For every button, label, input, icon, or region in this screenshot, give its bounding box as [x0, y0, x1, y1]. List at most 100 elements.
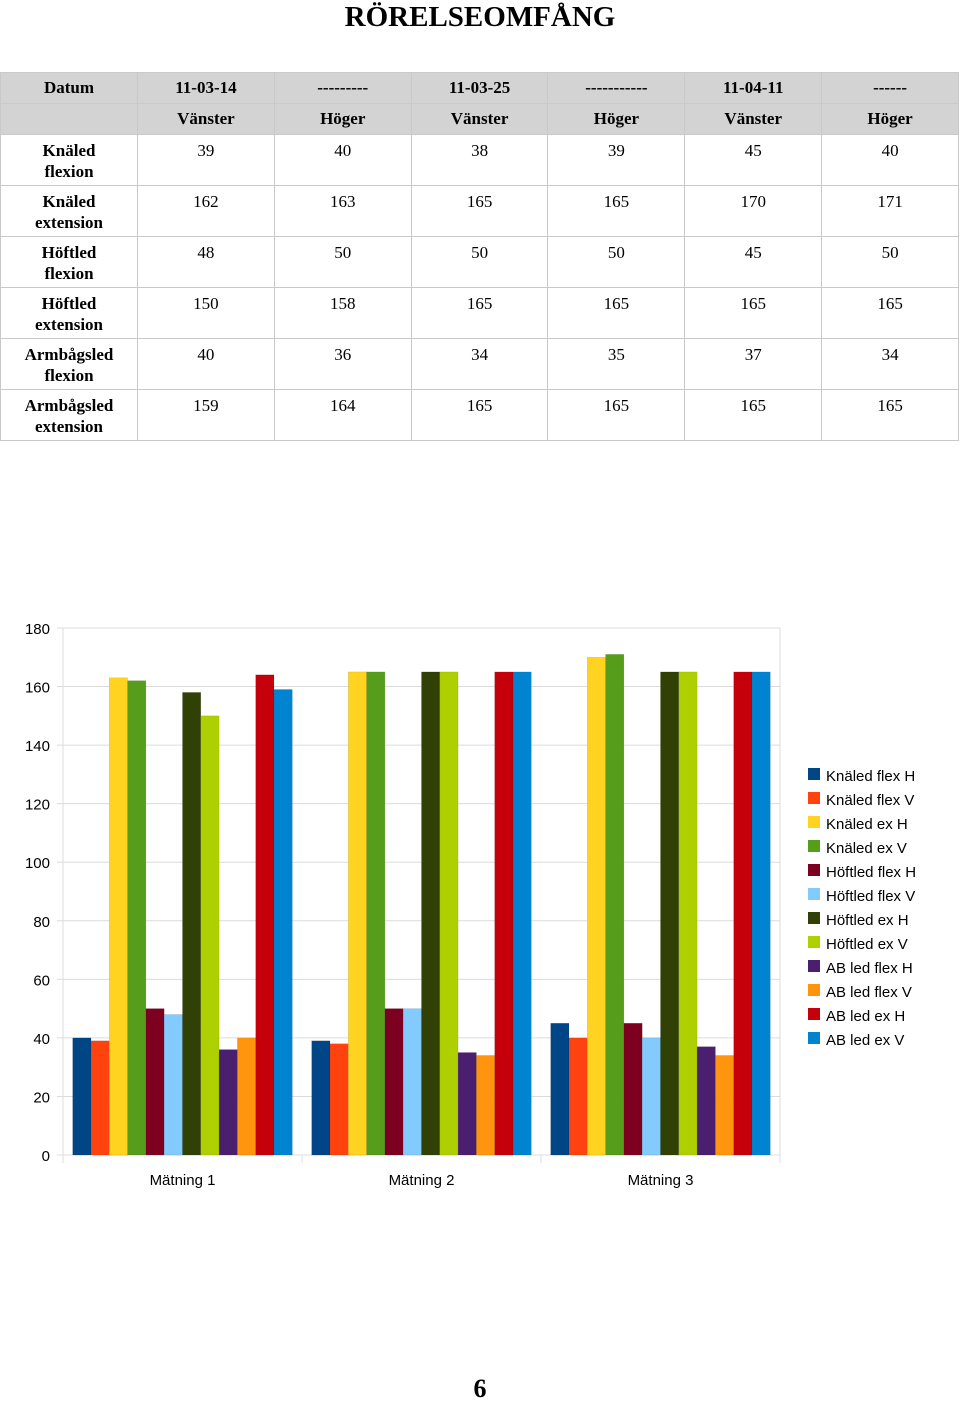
bar	[145, 1008, 165, 1156]
bar	[512, 671, 532, 1156]
legend-swatch	[808, 864, 820, 876]
table-cell: 163	[273, 185, 412, 237]
y-tick-label: 140	[25, 738, 50, 755]
bar	[127, 680, 147, 1156]
table-header-cell: 11-04-11	[684, 72, 823, 104]
table-cell: 35	[547, 338, 686, 390]
bar	[715, 1055, 734, 1156]
table-cell: 165	[821, 287, 959, 339]
legend-label: Knäled flex V	[826, 792, 914, 809]
bar	[348, 671, 367, 1156]
table-cell: 48	[137, 236, 275, 288]
table-row: Knäled flexion 39 40 38 39 45 40	[0, 134, 959, 186]
y-tick-label: 100	[25, 855, 50, 872]
bar	[163, 1014, 183, 1156]
y-tick-label: 80	[33, 914, 50, 931]
bar	[641, 1037, 661, 1156]
row-label-line: flexion	[44, 264, 94, 283]
row-label: Höftled flexion	[0, 236, 138, 288]
bar	[200, 715, 220, 1156]
table-header-cell: Vänster	[684, 103, 823, 135]
table-header-cell: ------	[821, 72, 959, 104]
row-label-line: Knäled	[42, 141, 96, 160]
table-cell: 34	[821, 338, 959, 390]
legend-swatch	[808, 960, 820, 972]
table-cell: 162	[137, 185, 275, 237]
legend-swatch	[808, 912, 820, 924]
table-cell: 150	[137, 287, 275, 339]
page-title: RÖRELSEOMFÅNG	[344, 1, 616, 33]
x-tick-label: Mätning 2	[389, 1172, 455, 1189]
table-cell: 165	[547, 389, 686, 441]
bar	[476, 1055, 495, 1156]
table-cell: 37	[684, 338, 823, 390]
legend-label: AB led ex V	[826, 1032, 904, 1049]
row-label: Höftled extension	[0, 287, 138, 339]
x-tick-label: Mätning 3	[628, 1172, 694, 1189]
y-tick-label: 60	[33, 972, 50, 989]
table-cell: 39	[547, 134, 686, 186]
bar	[494, 671, 514, 1156]
bar	[660, 671, 680, 1156]
table-cell: 158	[273, 287, 412, 339]
row-label-line: flexion	[44, 162, 94, 181]
table-cell: 50	[821, 236, 959, 288]
y-tick-label: 120	[25, 797, 50, 814]
row-label-line: flexion	[44, 366, 94, 385]
row-label-line: extension	[35, 213, 103, 232]
bar	[550, 1023, 570, 1156]
table-header-cell: Höger	[547, 103, 686, 135]
table-row: Knäled extension 162 163 165 165 170 171	[0, 185, 959, 237]
bar	[311, 1040, 331, 1156]
y-tick-label: 160	[25, 680, 50, 697]
table-cell: 165	[821, 389, 959, 441]
bar	[623, 1023, 643, 1156]
bar	[605, 654, 625, 1156]
page-number: 6	[473, 1374, 487, 1403]
table-cell: 34	[410, 338, 549, 390]
table-row: Armbågsled extension 159 164 165 165 165 …	[0, 389, 959, 441]
y-tick-label: 180	[25, 621, 50, 638]
table-row: Höftled flexion 48 50 50 50 45 50	[0, 236, 959, 288]
table-cell: 40	[273, 134, 412, 186]
table-cell: 36	[273, 338, 412, 390]
x-tick-label: Mätning 1	[150, 1172, 216, 1189]
bar	[237, 1037, 256, 1156]
table-cell: 159	[137, 389, 275, 441]
bar	[329, 1043, 349, 1156]
table-cell: 50	[273, 236, 412, 288]
legend-label: AB led flex H	[826, 960, 913, 977]
table-header-cell: Höger	[821, 103, 959, 135]
table-cell: 38	[410, 134, 549, 186]
table-row: Höftled extension 150 158 165 165 165 165	[0, 287, 959, 339]
legend-swatch	[808, 984, 820, 996]
table-cell: 40	[821, 134, 959, 186]
bar	[255, 674, 275, 1156]
legend-label: Höftled ex H	[826, 912, 909, 929]
legend-swatch	[808, 792, 820, 804]
bar	[751, 671, 771, 1156]
row-label-line: extension	[35, 315, 103, 334]
table-header-cell: Höger	[273, 103, 412, 135]
bar	[587, 657, 606, 1156]
table-cell: 165	[547, 185, 686, 237]
bar	[218, 1049, 238, 1156]
table-cell: 165	[410, 287, 549, 339]
bar	[733, 671, 753, 1156]
legend-label: Knäled flex H	[826, 768, 915, 785]
table-header-cell: -----------	[547, 72, 686, 104]
row-label: Knäled extension	[0, 185, 138, 237]
y-tick-label: 0	[42, 1148, 50, 1165]
table-cell: 165	[684, 389, 823, 441]
row-label-line: Armbågsled	[24, 345, 114, 364]
legend-label: Knäled ex V	[826, 840, 907, 857]
legend-swatch	[808, 768, 820, 780]
bar	[182, 692, 202, 1156]
table-cell: 50	[547, 236, 686, 288]
table-row: Armbågsled flexion 40 36 34 35 37 34	[0, 338, 959, 390]
row-label: Armbågsled extension	[0, 389, 138, 441]
table-header-cell: 11-03-25	[410, 72, 549, 104]
y-tick-label: 40	[33, 1031, 50, 1048]
legend-swatch	[808, 1032, 820, 1044]
table-header-cell	[0, 103, 138, 135]
